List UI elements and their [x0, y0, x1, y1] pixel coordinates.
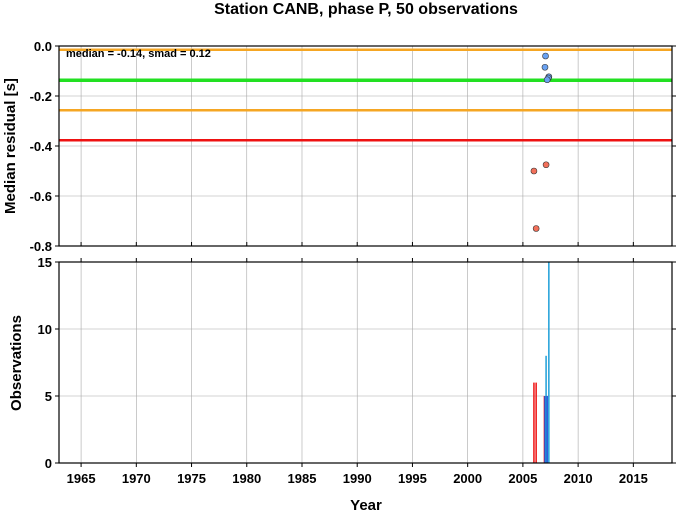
y-tick-label: 0 — [45, 456, 52, 471]
observation-bar — [546, 396, 548, 463]
y-tick-label: -0.8 — [30, 239, 52, 254]
y-tick-label: -0.2 — [30, 89, 52, 104]
x-tick-label: 1965 — [67, 471, 96, 486]
observation-bar — [548, 262, 550, 463]
y-tick-label: -0.6 — [30, 189, 52, 204]
y-tick-label: 5 — [45, 389, 52, 404]
x-tick-label: 1985 — [288, 471, 317, 486]
y-tick-label: 15 — [38, 255, 52, 270]
residual-points — [530, 52, 553, 232]
x-tick-label: 2000 — [453, 471, 482, 486]
x-tick-label: 1970 — [122, 471, 151, 486]
x-axis-label: Year — [350, 497, 382, 511]
x-tick-label: 1990 — [343, 471, 372, 486]
x-tick-label: 2005 — [508, 471, 537, 486]
x-tick-label: 1995 — [398, 471, 427, 486]
residual-panel: 0.0 -0.2 -0.4 -0.6 -0.8 median = -0.14, smad… — [2, 39, 676, 254]
residual-grid — [59, 45, 672, 247]
y-tick-label: -0.4 — [30, 139, 53, 154]
observations-axes: 0 5 10 15 1965 1970 1975 1980 1985 1990 1995 2000 20… — [38, 255, 676, 486]
reference-lines — [59, 48, 672, 142]
observations-grid — [59, 261, 672, 464]
median-annotation: median = -0.14, smad = 0.12 — [66, 48, 211, 60]
data-point — [541, 63, 549, 71]
data-point — [542, 161, 550, 169]
observation-bar — [535, 382, 537, 463]
data-point — [532, 225, 540, 232]
y-tick-label: 10 — [38, 322, 52, 337]
x-tick-label: 1975 — [177, 471, 206, 486]
x-tick-label: 2010 — [564, 471, 593, 486]
data-point — [542, 52, 549, 60]
data-point — [543, 76, 551, 84]
observation-bars — [533, 262, 550, 463]
observation-bar — [545, 355, 547, 463]
x-tick-label: 1980 — [232, 471, 261, 486]
observations-frame — [58, 261, 673, 464]
observation-bar — [533, 382, 535, 463]
observation-bar — [544, 396, 546, 463]
x-tick-label: 2015 — [619, 471, 648, 486]
y-tick-label: 0.0 — [34, 39, 52, 54]
chart-title: Station CANB, phase P, 50 observations — [214, 1, 518, 18]
data-point — [530, 167, 538, 175]
residual-y-axis-label: Median residual [s] — [2, 78, 19, 214]
observations-panel: 0 5 10 15 1965 1970 1975 1980 1985 1990 1995 2000 20… — [8, 255, 676, 511]
observations-y-axis-label: Observations — [8, 315, 25, 411]
residual-axes: 0.0 -0.2 -0.4 -0.6 -0.8 — [30, 39, 676, 254]
